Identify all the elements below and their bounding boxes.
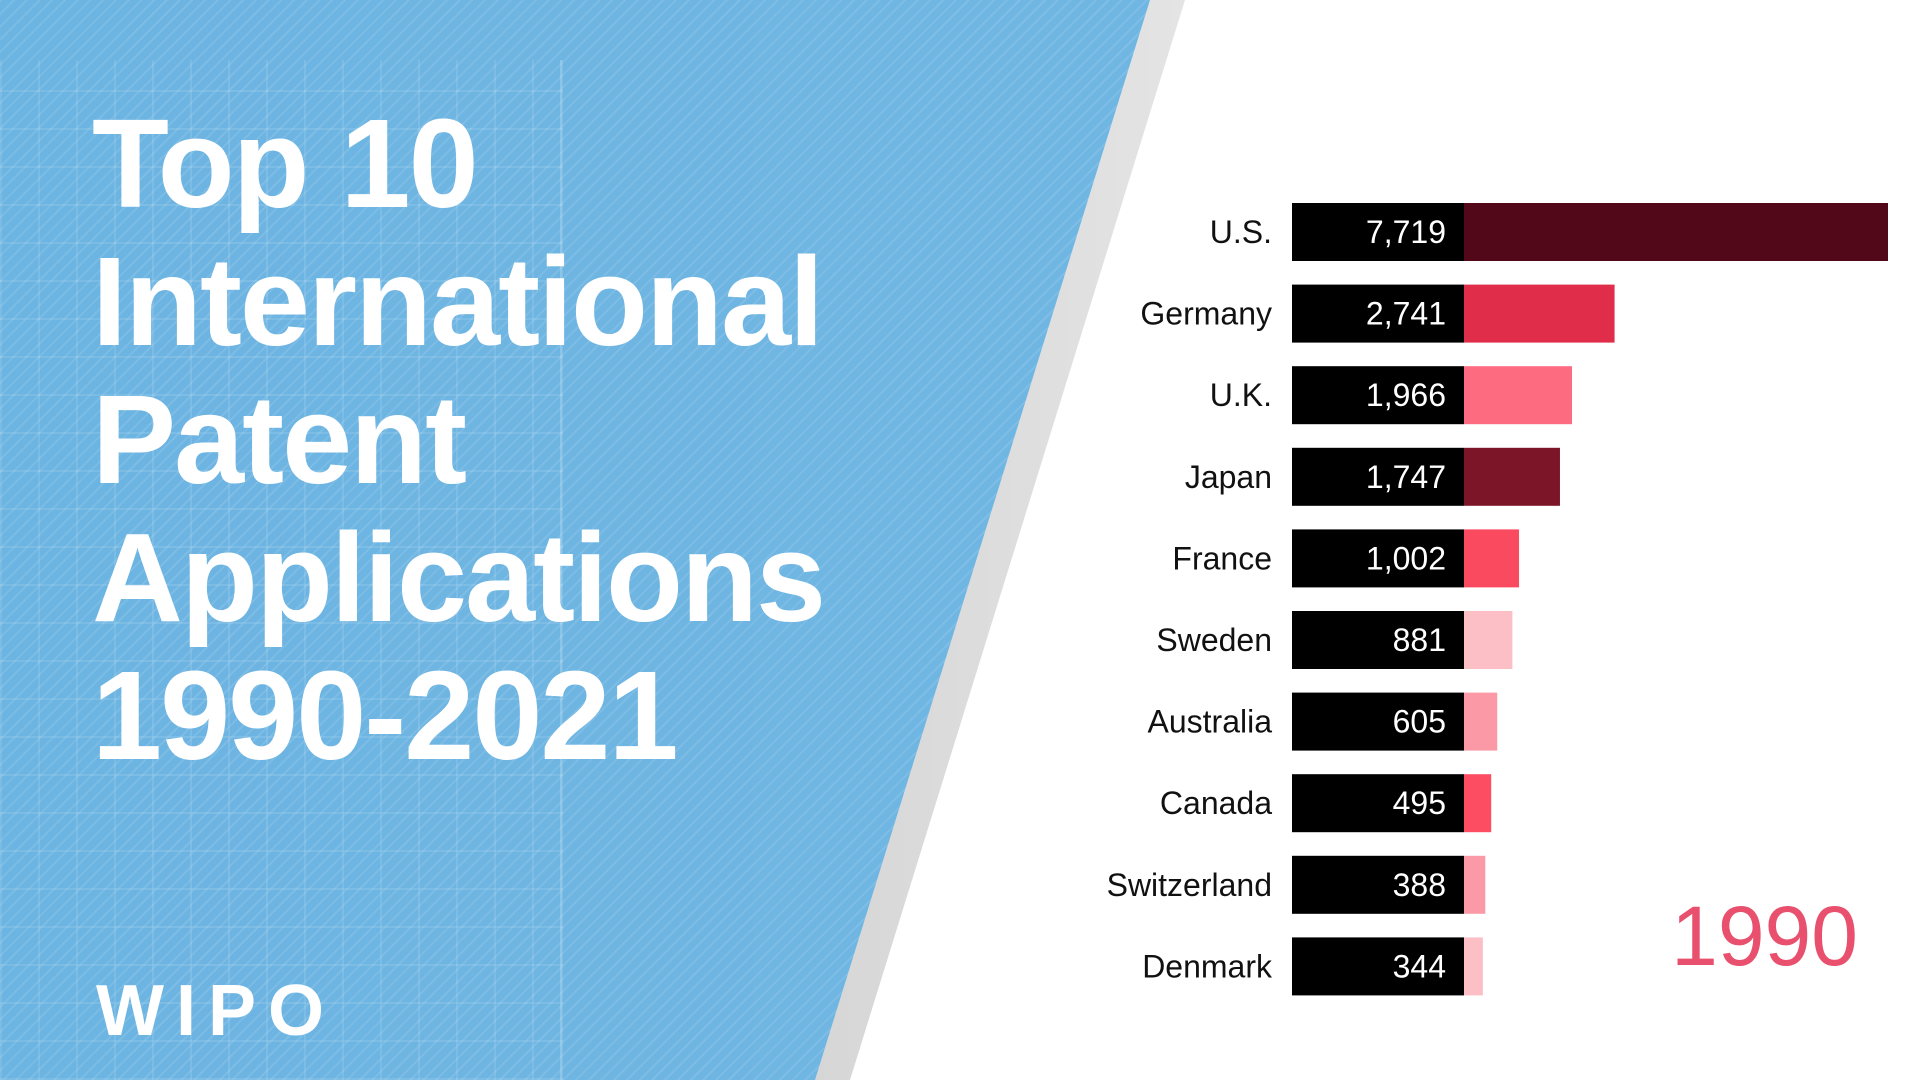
bar (1464, 611, 1513, 669)
category-label: France (1172, 540, 1272, 576)
value-box (1292, 937, 1464, 996)
category-label: Australia (1148, 704, 1273, 740)
value-box (1292, 529, 1464, 588)
page-title: Top 10 International Patent Applications… (92, 93, 826, 786)
value-box (1292, 611, 1464, 669)
title-line-2: International (92, 231, 824, 372)
category-label: Sweden (1156, 622, 1272, 658)
title-line-3: Patent (92, 369, 467, 510)
category-label: Japan (1185, 459, 1272, 495)
wipo-logo: WIPO (96, 971, 336, 1051)
value-label: 344 (1393, 948, 1446, 984)
value-box (1292, 284, 1464, 343)
value-label: 881 (1393, 622, 1446, 658)
bar (1464, 774, 1492, 833)
bar (1464, 366, 1572, 425)
value-box (1292, 447, 1464, 506)
category-label: Switzerland (1107, 867, 1272, 903)
value-label: 2,741 (1366, 296, 1446, 332)
value-label: 495 (1393, 785, 1446, 821)
category-label: U.S. (1210, 214, 1272, 250)
value-box (1292, 855, 1464, 914)
value-box (1292, 692, 1464, 751)
value-box (1292, 203, 1464, 261)
category-label: U.K. (1210, 377, 1272, 413)
bar (1464, 692, 1498, 751)
value-label: 1,002 (1366, 540, 1446, 576)
bar (1464, 529, 1520, 588)
bar (1464, 855, 1486, 914)
bar (1464, 284, 1615, 343)
value-label: 1,966 (1366, 377, 1446, 413)
title-line-4: Applications (92, 507, 826, 648)
value-box (1292, 774, 1464, 833)
year-label: 1990 (1671, 889, 1858, 983)
title-line-5: 1990-2021 (92, 645, 679, 786)
category-label: Denmark (1142, 948, 1273, 984)
category-label: Germany (1140, 296, 1272, 332)
building-background (0, 60, 563, 1080)
value-label: 1,747 (1366, 459, 1446, 495)
value-label: 388 (1393, 867, 1446, 903)
title-line-1: Top 10 (92, 93, 479, 234)
bar (1464, 937, 1483, 996)
category-label: Canada (1160, 785, 1272, 821)
bar (1464, 447, 1560, 506)
value-label: 605 (1393, 704, 1446, 740)
value-box (1292, 366, 1464, 425)
value-label: 7,719 (1366, 214, 1446, 250)
bar (1464, 203, 1888, 261)
